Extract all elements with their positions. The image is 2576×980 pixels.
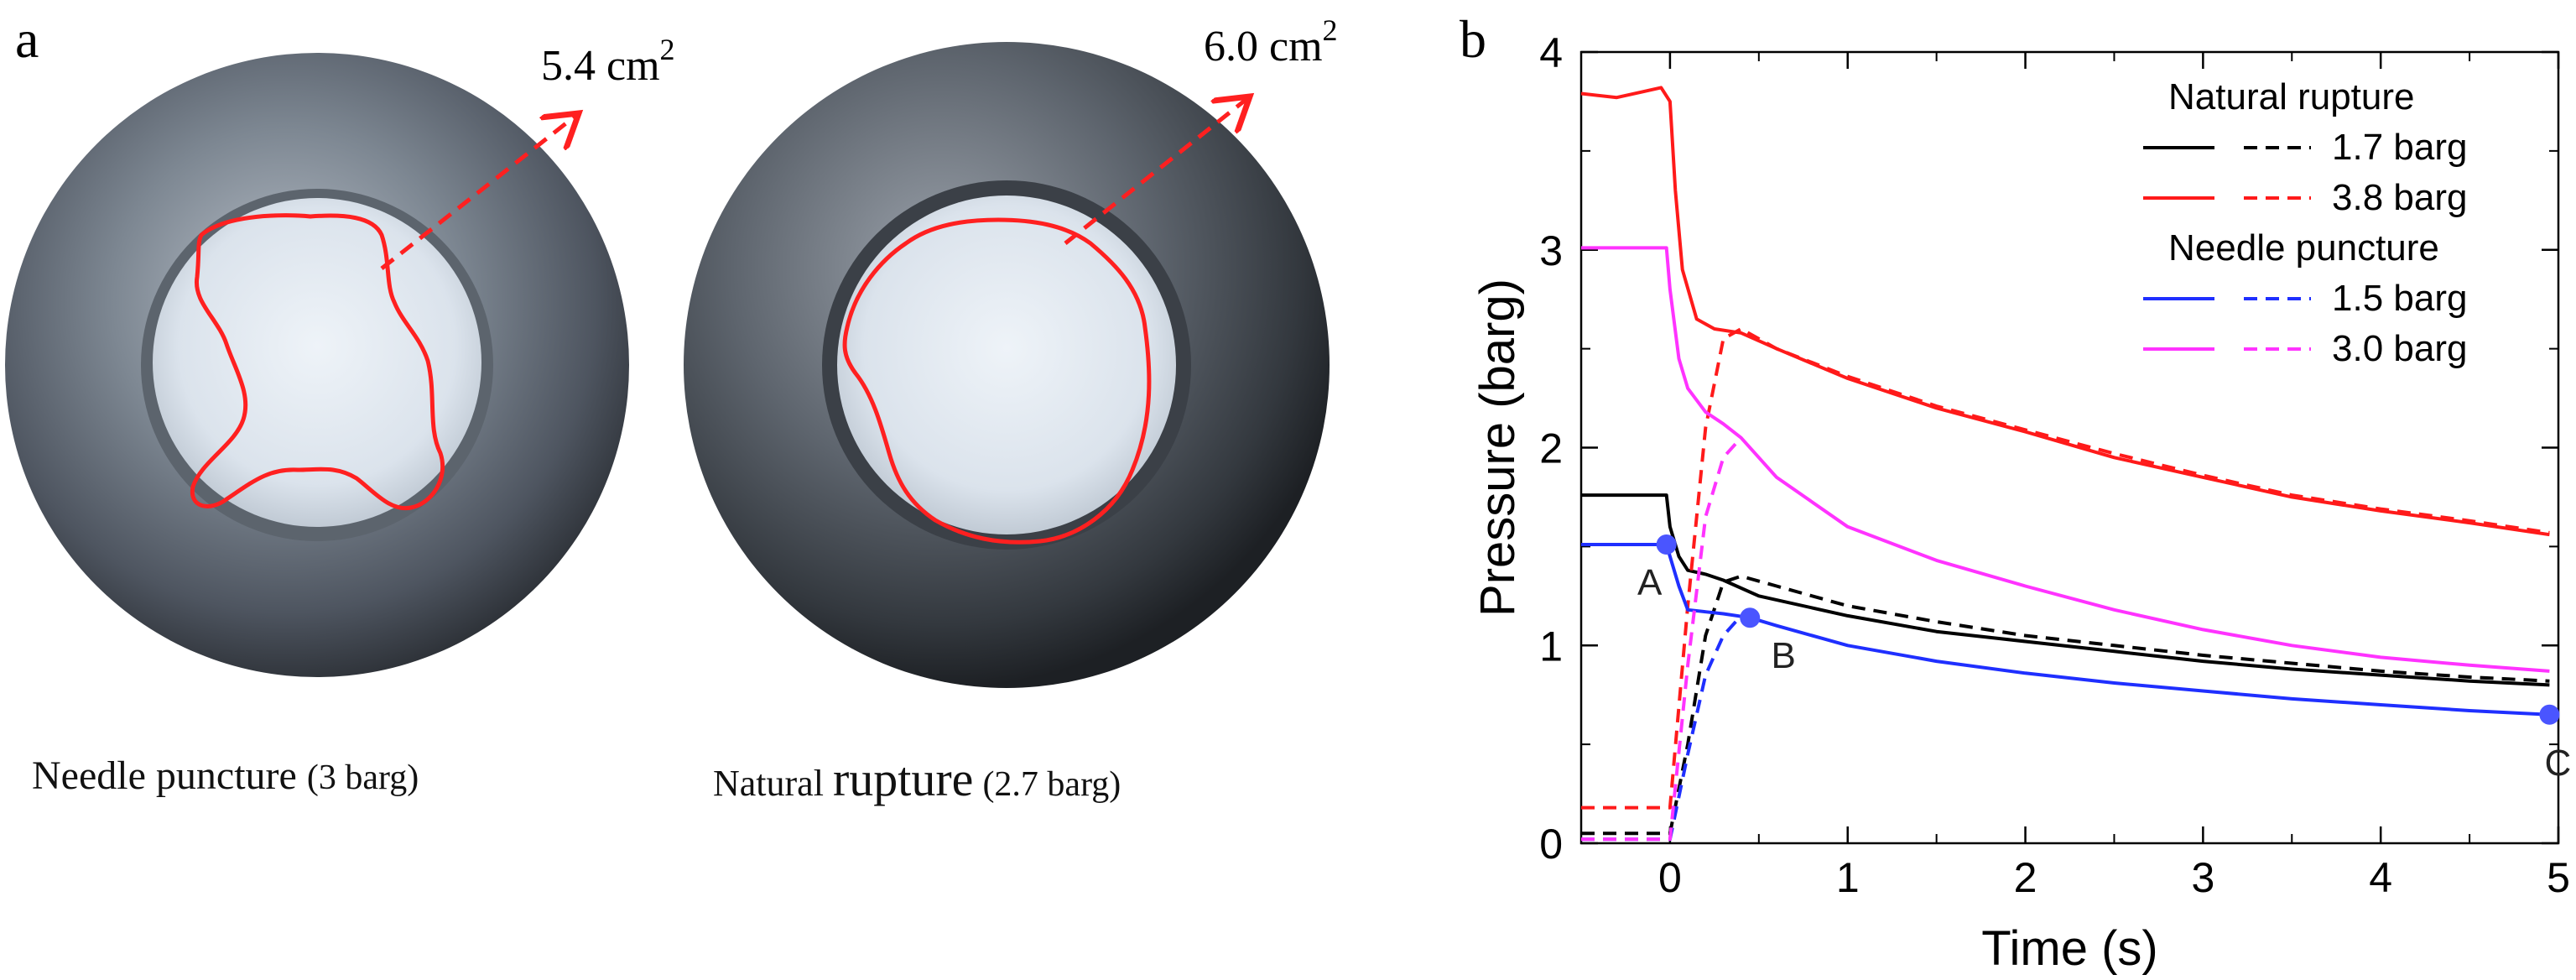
left-area-label: 5.4 cm2 — [541, 33, 675, 90]
legend-entry-label: 1.7 barg — [2332, 127, 2467, 168]
series-line-solid-3-8-barg — [1580, 86, 2550, 537]
series-line-dashed-1-7-barg — [1581, 574, 2550, 836]
x-tick-label: 4 — [2369, 854, 2392, 901]
legend-group-title: Needle puncture — [2168, 227, 2439, 268]
left-caption: Needle puncture (3 barg) — [32, 753, 419, 798]
needle-puncture-photo: 5.4 cm2 Needle puncture (3 barg) — [5, 33, 675, 798]
right-area-label: 6.0 cm2 — [1204, 13, 1338, 70]
y-tick-label: 0 — [1539, 821, 1563, 868]
panel-b: b 0 1 2 3 4 5 0 1 2 3 4 Time (s) Pressure (barg) A B C N… — [1460, 9, 2571, 976]
series-line-dashed-1-5-barg — [1581, 614, 1743, 842]
right-rupture-outline — [842, 217, 1152, 545]
point-label-b: B — [1772, 635, 1796, 676]
left-rupture-outline — [190, 213, 445, 511]
y-axis-label: Pressure (barg) — [1470, 279, 1525, 617]
legend-entry-label: 3.0 barg — [2332, 328, 2467, 369]
legend-group-title: Natural rupture — [2168, 76, 2414, 117]
series-line-solid-1-7-barg — [1581, 493, 2550, 687]
natural-rupture-photo: 6.0 cm2 Natural rupture (2.7 barg) — [684, 13, 1338, 806]
x-tick-label: 5 — [2547, 854, 2570, 901]
series-line-solid-1-5-barg — [1581, 543, 2550, 717]
panel-b-label: b — [1460, 9, 1486, 69]
legend-entry-label: 3.8 barg — [2332, 177, 2467, 218]
x-tick-label: 1 — [1836, 854, 1860, 901]
plot-frame — [1579, 50, 2560, 845]
x-axis-label: Time (s) — [1981, 921, 2157, 976]
y-tick-label: 2 — [1539, 425, 1563, 472]
y-tick-label: 4 — [1539, 29, 1563, 76]
x-tick-label: 0 — [1658, 854, 1682, 901]
series-line-dashed-3-0-barg — [1581, 436, 1743, 842]
y-tick-label: 3 — [1539, 227, 1563, 274]
panel-a: a 5.4 cm2 Needle puncture (3 barg) 6.0 c… — [5, 9, 1338, 806]
left-area-arrow — [380, 113, 579, 270]
point-marker-a — [1656, 534, 1677, 555]
right-area-arrow — [1064, 96, 1250, 245]
point-marker-b — [1740, 607, 1761, 628]
y-tick-label: 1 — [1539, 623, 1563, 670]
panel-a-label: a — [15, 9, 39, 69]
pressure-chart: 0 1 2 3 4 5 0 1 2 3 4 Time (s) Pressure (barg) A B C Nat… — [1470, 29, 2571, 976]
point-label-a: A — [1637, 562, 1663, 603]
series-line-solid-3-0-barg — [1581, 246, 2550, 673]
right-membrane — [837, 195, 1176, 534]
series-line-dashed-3-8-barg — [1581, 327, 2550, 810]
left-membrane — [153, 198, 481, 527]
x-tick-label: 2 — [2014, 854, 2037, 901]
x-tick-label: 3 — [2191, 854, 2214, 901]
right-caption: Natural rupture (2.7 barg) — [713, 752, 1121, 806]
point-label-c: C — [2545, 743, 2572, 784]
point-marker-c — [2539, 704, 2560, 725]
legend-entry-label: 1.5 barg — [2332, 278, 2467, 319]
